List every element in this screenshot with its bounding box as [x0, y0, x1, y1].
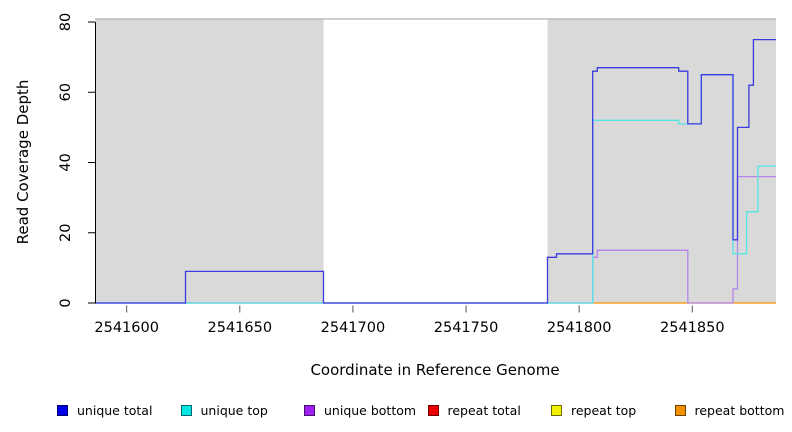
y-tick-label: 40	[58, 153, 74, 171]
legend-item-repeat-bottom: repeat bottom	[674, 402, 785, 418]
legend-label: repeat top	[571, 402, 637, 418]
legend-label: unique top	[200, 402, 268, 418]
x-tick-label: 2541850	[660, 320, 725, 336]
legend-label: unique total	[77, 402, 153, 418]
axes-layer: 0 20 40 60 80 2541600 2541650 2541700 2541750 254…	[58, 13, 725, 336]
legend-item-unique-total: unique total	[57, 402, 152, 418]
legend-swatch-repeat-total	[427, 404, 439, 416]
legend-swatch-unique-bottom	[304, 404, 315, 416]
legend: unique total unique top unique bottom repea…	[0, 396, 792, 426]
y-tick-label: 80	[58, 13, 74, 31]
x-tick-label: 2541600	[94, 320, 159, 336]
legend-item-unique-top: unique top	[180, 402, 268, 418]
x-axis-title: Coordinate in Reference Genome	[310, 361, 559, 379]
legend-item-repeat-top: repeat top	[551, 402, 636, 418]
legend-swatch-repeat-top	[551, 404, 562, 416]
legend-swatch-unique-total	[57, 404, 68, 416]
legend-label: repeat bottom	[694, 402, 785, 418]
legend-swatch-repeat-bottom	[674, 404, 686, 416]
x-tick-label: 2541700	[321, 320, 386, 336]
y-tick-label: 60	[58, 83, 74, 101]
series-line-unique-total	[95, 38, 776, 304]
x-tick-label: 2541750	[434, 320, 499, 336]
x-tick-label: 2541800	[547, 320, 612, 336]
legend-item-unique-bottom: unique bottom	[304, 402, 416, 418]
shaded-regions-layer	[95, 18, 776, 304]
series-lines-layer	[95, 38, 776, 304]
shaded-region	[95, 19, 324, 304]
y-axis-title: Read Coverage Depth	[14, 80, 32, 245]
coverage-chart: 0 20 40 60 80 2541600 2541650 2541700 2541750 254…	[14, 13, 776, 379]
shaded-region	[547, 19, 776, 304]
legend-label: repeat total	[447, 402, 521, 418]
legend-item-repeat-total: repeat total	[427, 402, 521, 418]
legend-swatch-unique-top	[180, 404, 192, 416]
legend-label: unique bottom	[324, 402, 417, 418]
y-tick-label: 0	[58, 298, 74, 307]
x-tick-label: 2541650	[208, 320, 273, 336]
y-tick-label: 20	[58, 224, 74, 242]
